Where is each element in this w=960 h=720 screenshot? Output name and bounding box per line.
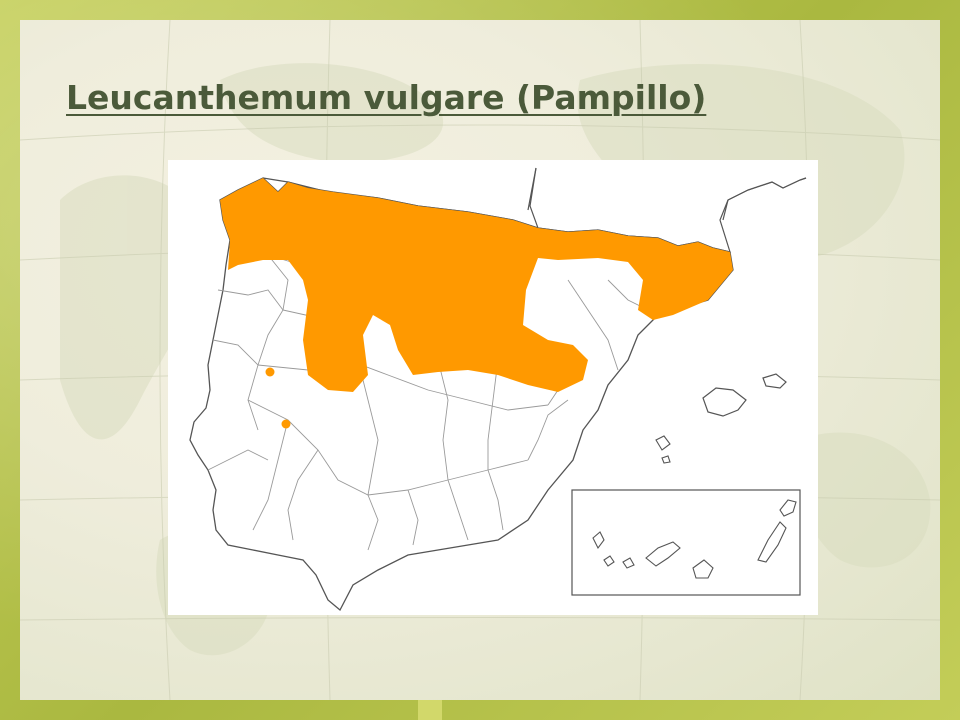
distribution-dot: [281, 419, 291, 429]
formentera-island: [661, 455, 671, 464]
iberia-map-svg: [189, 167, 807, 612]
slide-title: Leucanthemum vulgare (Pampillo): [66, 78, 707, 117]
distribution-area: [220, 178, 733, 392]
france-coast: [722, 177, 807, 221]
distribution-map: [168, 160, 818, 615]
canary-inset-box: [571, 489, 801, 596]
ibiza-island: [655, 435, 671, 451]
mallorca-island: [702, 387, 747, 417]
france-border: [527, 167, 537, 211]
canary-islands: [592, 499, 797, 579]
bottom-tab-decoration: [418, 700, 442, 720]
menorca-island: [762, 373, 787, 389]
distribution-dot: [265, 367, 275, 377]
